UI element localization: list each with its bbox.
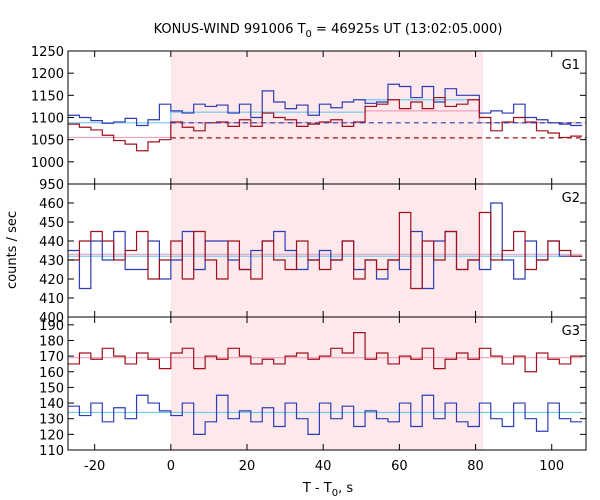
y-tick-label: 430 xyxy=(39,254,64,269)
y-tick-label: 450 xyxy=(39,216,64,231)
x-tick-label: 80 xyxy=(467,459,484,474)
y-tick-label: 1150 xyxy=(31,89,64,104)
shaded-interval xyxy=(170,317,484,450)
series-blue xyxy=(68,394,583,435)
y-tick-label: 120 xyxy=(39,428,64,443)
y-tick-label: 180 xyxy=(39,334,64,349)
chart-title-prefix: KONUS-WIND 991006 T xyxy=(154,22,306,37)
panels-group: 950100010501100115012001250G140041042043… xyxy=(31,45,587,474)
y-tick-label: 110 xyxy=(39,444,64,459)
chart-title-subscript: 0 xyxy=(306,29,312,40)
x-tick-label: 60 xyxy=(391,459,408,474)
panel-label: G3 xyxy=(562,324,580,339)
x-axis-title-subscript: 0 xyxy=(332,488,338,499)
x-axis-title: T - T0, s xyxy=(302,481,353,499)
x-tick-label: -20 xyxy=(84,459,105,474)
chart-title-suffix: = 46925s UT (13:02:05.000) xyxy=(312,22,502,37)
x-axis-title-suffix: , s xyxy=(338,481,353,496)
x-tick-label: 40 xyxy=(315,459,332,474)
y-tick-label: 150 xyxy=(39,381,64,396)
y-tick-label: 1100 xyxy=(31,112,64,127)
y-tick-label: 440 xyxy=(39,235,64,250)
y-tick-label: 420 xyxy=(39,273,64,288)
y-tick-label: 160 xyxy=(39,366,64,381)
y-tick-label: 140 xyxy=(39,397,64,412)
y-tick-label: 1050 xyxy=(31,134,64,149)
shaded-interval xyxy=(170,51,484,184)
y-tick-label: 130 xyxy=(39,413,64,428)
y-tick-label: 400 xyxy=(39,311,64,326)
x-tick-label: 100 xyxy=(539,459,564,474)
y-tick-label: 460 xyxy=(39,197,64,212)
x-axis-title-prefix: T - T xyxy=(302,481,332,496)
panel-label: G2 xyxy=(562,191,580,206)
y-tick-label: 1000 xyxy=(31,156,64,171)
chart-title: KONUS-WIND 991006 T0 = 46925s UT (13:02:… xyxy=(154,22,503,40)
panel-g2: 400 410 420 430 440 450 460 G2 xyxy=(39,183,587,326)
y-tick-label: 1250 xyxy=(31,45,64,60)
y-tick-label: 950 xyxy=(39,178,64,193)
panel-label: G1 xyxy=(562,58,580,73)
series-red xyxy=(68,96,583,152)
series-blue xyxy=(68,83,583,127)
x-tick-label: 20 xyxy=(239,459,256,474)
x-tick-label: 0 xyxy=(167,459,175,474)
y-tick-label: 170 xyxy=(39,350,64,365)
series-red xyxy=(68,332,583,373)
y-tick-label: 410 xyxy=(39,292,64,307)
series-red xyxy=(68,211,583,290)
y-tick-label: 190 xyxy=(39,319,64,334)
y-tick-label: 1200 xyxy=(31,67,64,82)
panel-g1: 950 1000 1050 1100 1150 1200 1250 G1 xyxy=(31,45,587,193)
y-axis-title: counts / sec xyxy=(5,211,20,289)
panel-frame xyxy=(67,316,587,451)
